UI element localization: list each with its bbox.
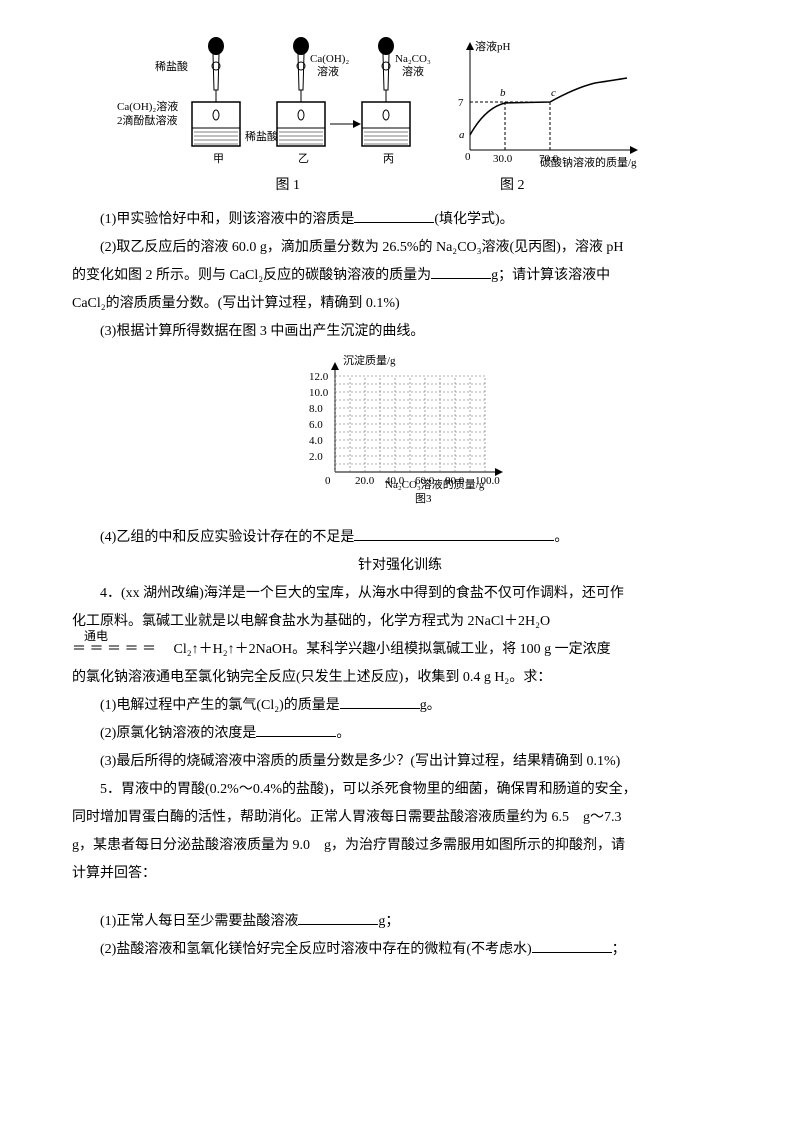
- fig3-xlabel: Na₂CO₃溶液的质量/g: [385, 477, 485, 491]
- svg-text:12.0: 12.0: [309, 371, 329, 383]
- fig2-ytick-7: 7: [458, 97, 464, 109]
- p4-line1: 4．(xx 湖州改编)海洋是一个巨大的宝库，从海水中得到的食盐不仅可作调料，还可…: [72, 580, 728, 608]
- app2-beaker-label: 稀盐酸: [245, 129, 278, 143]
- app2-reagent-label-2: 溶液: [317, 64, 339, 78]
- fig2-xtick-70: 70.0: [539, 153, 559, 165]
- section-heading: 针对强化训练: [72, 552, 728, 580]
- app2-reagent-label-1: Ca(OH)₂: [310, 53, 349, 65]
- blank-p4-2: [256, 722, 336, 737]
- p5-q1: (1)正常人每日至少需要盐酸溶液g；: [72, 908, 728, 936]
- app2-label: 乙: [298, 152, 309, 165]
- question-4: (4)乙组的中和反应实验设计存在的不足是。: [72, 524, 728, 552]
- question-2-line2: 的变化如图 2 所示。则与 CaCl₂反应的碳酸钠溶液的质量为g；请计算该溶液中: [72, 262, 728, 290]
- app1-reagent-label: 稀盐酸: [155, 59, 188, 73]
- app3-label: 丙: [383, 153, 394, 165]
- p4-equation: 通电 ＝ ＝ ＝ ＝ ＝ Cl₂↑＋H₂↑＋2NaOH。某科学兴趣小组模拟氯碱工…: [72, 636, 728, 664]
- p4-q1: (1)电解过程中产生的氯气(Cl₂)的质量是g。: [72, 692, 728, 720]
- blank-q4: [354, 526, 554, 541]
- app1-beaker-label-1: Ca(OH)₂溶液: [117, 99, 178, 113]
- question-2-line3: CaCl₂的溶质质量分数。(写出计算过程，精确到 0.1%): [72, 290, 728, 318]
- fig2-xtick-30: 30.0: [493, 153, 513, 165]
- blank-p5-2: [532, 938, 612, 953]
- figure-1-apparatus: 稀盐酸 Ca(OH)₂溶液 2滴酚酞溶液 甲 Ca(OH)₂ 溶液 稀盐酸 乙: [155, 40, 415, 170]
- blank-q2: [431, 264, 491, 279]
- question-3: (3)根据计算所得数据在图 3 中画出产生沉淀的曲线。: [72, 318, 728, 346]
- svg-text:20.0: 20.0: [355, 475, 375, 487]
- blank-p5-1: [298, 910, 378, 925]
- app1-label: 甲: [213, 153, 224, 165]
- p5-line1: 5．胃液中的胃酸(0.2%～0.4%的盐酸)，可以杀死食物里的细菌，确保胃和肠道…: [72, 776, 728, 804]
- app3-reagent-label-1: Na₂CO₃: [395, 53, 431, 65]
- question-1: (1)甲实验恰好中和，则该溶液中的溶质是(填化学式)。: [72, 206, 728, 234]
- figure-2-graph: 溶液pH 碳酸钠溶液的质量/g 7 30.0 70.0 0 a b c: [445, 40, 645, 170]
- figure-3-grid: 沉淀质量/g 020.040.060.080.0100.02.04.06.08.…: [285, 352, 515, 507]
- svg-text:10.0: 10.0: [309, 387, 329, 399]
- fig3-ylabel: 沉淀质量/g: [343, 353, 396, 367]
- question-2-line1: (2)取乙反应后的溶液 60.0 g，滴加质量分数为 26.5%的 Na₂CO₃…: [72, 234, 728, 262]
- figure-3-wrap: 沉淀质量/g 020.040.060.080.0100.02.04.06.08.…: [72, 352, 728, 518]
- svg-text:8.0: 8.0: [309, 403, 323, 415]
- figure-row-1: 稀盐酸 Ca(OH)₂溶液 2滴酚酞溶液 甲 Ca(OH)₂ 溶液 稀盐酸 乙: [72, 40, 728, 170]
- fig2-point-b: b: [500, 87, 506, 99]
- p4-line4: 的氯化钠溶液通电至氯化钠完全反应(只发生上述反应)，收集到 0.4 g H₂。求…: [72, 664, 728, 692]
- p4-q3: (3)最后所得的烧碱溶液中溶质的质量分数是多少？(写出计算过程，结果精确到 0.…: [72, 748, 728, 776]
- fig1-caption: 图 1: [276, 172, 301, 200]
- p5-q2: (2)盐酸溶液和氢氧化镁恰好完全反应时溶液中存在的微粒有(不考虑水)；: [72, 936, 728, 964]
- fig2-ylabel: 溶液pH: [475, 39, 510, 53]
- p5-line4: 计算并回答：: [72, 860, 728, 888]
- app3-reagent-label-2: 溶液: [402, 64, 424, 78]
- app1-beaker-label-2: 2滴酚酞溶液: [117, 113, 178, 127]
- svg-text:2.0: 2.0: [309, 451, 323, 463]
- svg-text:6.0: 6.0: [309, 419, 323, 431]
- p4-line2: 化工原料。氯碱工业就是以电解食盐水为基础的，化学方程式为 2NaCl＋2H₂O: [72, 608, 728, 636]
- svg-text:4.0: 4.0: [309, 435, 323, 447]
- p4-q2: (2)原氯化钠溶液的浓度是。: [72, 720, 728, 748]
- p5-line3: g，某患者每日分泌盐酸溶液质量为 9.0 g，为治疗胃酸过多需服用如图所示的抑酸…: [72, 832, 728, 860]
- blank-q1: [354, 208, 434, 223]
- figure-captions: 图 1 图 2: [72, 172, 728, 200]
- svg-text:0: 0: [465, 151, 471, 163]
- blank-p4-1: [340, 694, 420, 709]
- fig2-point-c: c: [551, 87, 556, 99]
- fig2-point-a: a: [459, 129, 465, 141]
- p5-line2: 同时增加胃蛋白酶的活性，帮助消化。正常人胃液每日需要盐酸溶液质量约为 6.5 g…: [72, 804, 728, 832]
- fig2-caption: 图 2: [500, 172, 525, 200]
- svg-text:0: 0: [325, 475, 331, 487]
- fig3-caption: 图3: [415, 492, 432, 505]
